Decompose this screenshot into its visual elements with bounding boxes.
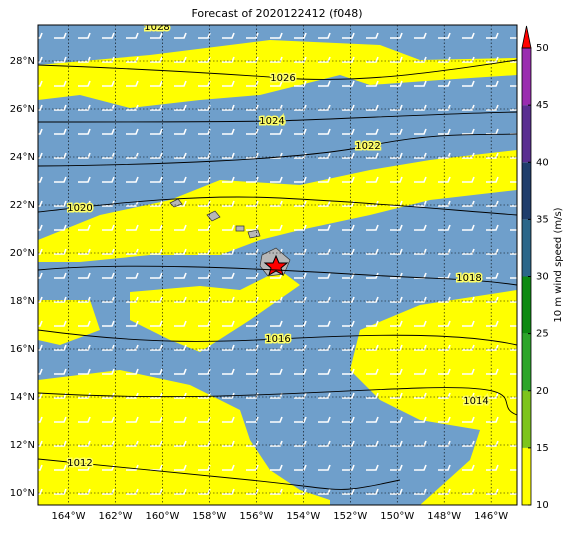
colorbar-tick-label: 20 [536,386,549,397]
y-tick-label: 28°N [10,56,35,67]
contour-line [38,196,517,216]
colorbar-segment [522,48,531,106]
colorbar-segment [522,105,531,163]
x-tick-label: 150°W [380,511,414,522]
colorbar-tick-label: 35 [536,214,549,225]
y-tick-label: 12°N [10,440,35,451]
y-tick-label: 18°N [10,296,35,307]
y-tick-label: 16°N [10,344,35,355]
colorbar-tick-label: 45 [536,100,549,111]
title: Forecast of 2020122412 (f048) [191,7,362,20]
contour-label: 1028 [144,22,169,33]
x-tick-label: 148°W [427,511,461,522]
colorbar-segment [522,447,531,505]
map-frame [37,24,518,506]
colorbar-tick-label: 10 [536,500,549,511]
y-tick-label: 22°N [10,200,35,211]
contour-line [38,265,517,286]
colorbar-extend [521,25,532,49]
x-tick-label: 146°W [474,511,508,522]
x-tick-label: 164°W [52,511,86,522]
contour-line [38,387,517,416]
contour-line [100,22,200,24]
colorbar-label: 10 m wind speed (m/s) [553,207,564,322]
contour-line [38,111,517,123]
contour-label: 1012 [67,458,92,469]
y-tick-label: 14°N [10,392,35,403]
contour-label: 1016 [265,334,290,345]
contour-label: 1024 [259,116,284,127]
colorbar-segment [522,276,531,334]
colorbar-tick-label: 40 [536,157,549,168]
contour-label: 1026 [270,73,295,84]
contour-label: 1018 [456,273,481,284]
contour-line [38,329,517,346]
contour-label: 1020 [67,203,92,214]
y-tick-label: 10°N [10,488,35,499]
colorbar-tick-label: 15 [536,443,549,454]
y-tick-label: 20°N [10,248,35,259]
y-tick-label: 26°N [10,104,35,115]
x-tick-label: 152°W [333,511,367,522]
colorbar-tick-label: 30 [536,272,549,283]
contour-line [38,133,517,167]
map-area: 1028 1026 1024 1022 1020 1018 1016 1014 1012 [38,22,517,505]
contour-label: 1014 [463,396,488,407]
x-tick-label: 156°W [239,511,273,522]
colorbar-segment [522,333,531,391]
colorbar-segment [522,162,531,220]
grid [38,25,517,505]
colorbar-tick-label: 25 [536,329,549,340]
contour-label: 1022 [355,141,380,152]
x-tick-label: 160°W [145,511,179,522]
contour-line [38,59,517,80]
x-tick-label: 154°W [286,511,320,522]
contour-line [38,458,401,490]
x-tick-label: 158°W [192,511,226,522]
y-tick-label: 24°N [10,152,35,163]
colorbar-segment [522,219,531,277]
colorbar-segment [522,390,531,448]
axes: 164°W 162°W 160°W 158°W 156°W 154°W 152°W 150°W… [10,25,549,522]
x-tick-label: 162°W [98,511,132,522]
colorbar-tick-label: 50 [536,43,549,54]
